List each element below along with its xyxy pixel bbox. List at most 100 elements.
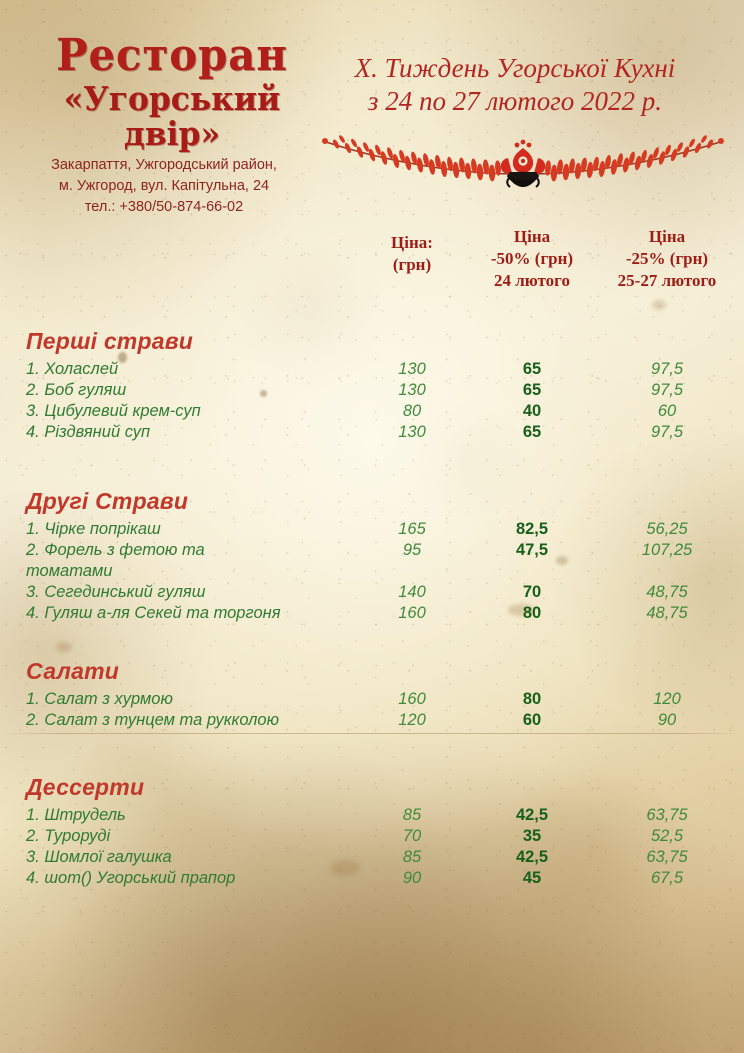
section-divider — [0, 733, 744, 734]
section-title: Салати — [26, 658, 120, 684]
event-title: X. Тиждень Угорської Кухні з 24 по 27 лю… — [300, 52, 730, 118]
price-base: 140 — [398, 583, 426, 601]
event-title-line2: з 24 по 27 лютого 2022 р. — [367, 85, 663, 116]
column-header-quarter-line1: Ціна — [648, 227, 686, 246]
column-header-base-line2: (грн) — [392, 254, 432, 274]
price-quarter: 63,75 — [646, 848, 688, 866]
menu-item-name: 1. Холаслей — [26, 360, 119, 378]
menu-item-name: 1. Штрудель — [26, 806, 126, 824]
menu-row: 4. Різдвяний суп 130 65 97,5 — [0, 423, 744, 444]
restaurant-logo: Ресторан «Угорський двір» — [22, 34, 322, 151]
address-line1: Закарпаття, Ужгородський район, — [51, 157, 277, 173]
price-fifty: 65 — [522, 360, 542, 378]
menu-section-first-courses: Перші страви 1. Холаслей 130 65 97,5 2. … — [0, 328, 744, 444]
section-title: Дессерти — [26, 774, 145, 800]
menu-row: 2. Салат з тунцем та рукколою 120 60 90 — [0, 711, 744, 732]
price-base: 70 — [402, 827, 422, 845]
price-fifty: 60 — [522, 711, 542, 729]
price-base: 90 — [402, 869, 422, 887]
menu-row: 1. Холаслей 130 65 97,5 — [0, 360, 744, 381]
price-base: 160 — [398, 604, 426, 622]
price-fifty: 82,5 — [515, 520, 549, 538]
menu-item-name: 4. шот() Угорський прапор — [26, 869, 236, 887]
menu-row: 4. шот() Угорський прапор 90 45 67,5 — [0, 869, 744, 890]
column-header-base-price: Ціна: (грн) — [366, 232, 458, 276]
price-quarter: 90 — [657, 711, 677, 729]
price-quarter: 97,5 — [650, 381, 684, 399]
section-title: Другі Страви — [26, 488, 189, 514]
menu-row: 1. Чірке попрікаш 165 82,5 56,25 — [0, 520, 744, 541]
menu-section-main-courses: Другі Страви 1. Чірке попрікаш 165 82,5 … — [0, 488, 744, 625]
price-quarter: 60 — [657, 402, 677, 420]
event-title-line1: X. Тиждень Угорської Кухні — [354, 53, 676, 83]
column-header-fifty-line3: 24 лютого — [494, 270, 570, 290]
price-quarter: 63,75 — [646, 806, 688, 824]
price-base: 120 — [398, 711, 426, 729]
column-header-fifty-line1: Ціна — [513, 227, 551, 246]
column-header-fifty-line2: -50% (грн) — [490, 248, 574, 268]
menu-row: 2. Боб гуляш 130 65 97,5 — [0, 381, 744, 402]
menu-row: 2. Форель з фетою та 95 47,5 107,25 — [0, 541, 744, 562]
phone-line: тел.: +380/50-874-66-02 — [84, 199, 244, 216]
restaurant-name-line2: «Угорський двір» — [63, 79, 281, 153]
menu-item-name: 2. Салат з тунцем та рукколою — [26, 711, 280, 729]
price-quarter: 107,25 — [641, 541, 693, 559]
price-fifty: 65 — [522, 381, 542, 399]
price-quarter: 48,75 — [646, 604, 688, 622]
price-base: 95 — [402, 541, 422, 559]
price-quarter: 56,25 — [646, 520, 688, 538]
menu-item-name: 4. Гуляш а-ля Секей та торгоня — [26, 604, 281, 622]
menu-row: 4. Гуляш а-ля Секей та торгоня 160 80 48… — [0, 604, 744, 625]
price-fifty: 65 — [522, 423, 542, 441]
price-fifty: 40 — [522, 402, 542, 420]
price-base: 80 — [402, 402, 422, 420]
price-fifty: 45 — [522, 869, 542, 887]
price-quarter: 120 — [653, 690, 681, 708]
price-fifty: 70 — [522, 583, 542, 601]
menu-row: 2. Туроруді 70 35 52,5 — [0, 827, 744, 848]
address-line2: м. Ужгород, вул. Капітульна, 24 — [58, 178, 270, 195]
price-fifty: 80 — [522, 690, 542, 708]
menu-item-name: 2. Форель з фетою та — [26, 541, 205, 559]
menu-item-name: 2. Боб гуляш — [26, 381, 127, 399]
menu-row-continuation: томатами — [0, 562, 744, 583]
price-quarter: 97,5 — [650, 360, 684, 378]
restaurant-name-line1: Ресторан — [56, 30, 288, 81]
section-title: Перші страви — [26, 328, 194, 354]
menu-item-name-continuation: томатами — [26, 562, 113, 580]
price-fifty: 35 — [522, 827, 542, 845]
price-quarter: 97,5 — [650, 423, 684, 441]
price-quarter: 52,5 — [650, 827, 684, 845]
price-base: 85 — [402, 806, 422, 824]
price-base: 85 — [402, 848, 422, 866]
price-base: 165 — [398, 520, 426, 538]
menu-row: 3. Шомлої галушка 85 42,5 63,75 — [0, 848, 744, 869]
column-header-quarter-percent: Ціна -25% (грн) 25-27 лютого — [596, 226, 738, 291]
menu-item-name: 1. Чірке попрікаш — [26, 520, 161, 538]
column-header-fifty-percent: Ціна -50% (грн) 24 лютого — [464, 226, 600, 291]
menu-item-name: 2. Туроруді — [26, 827, 111, 845]
price-fifty: 47,5 — [515, 541, 549, 559]
price-base: 160 — [398, 690, 426, 708]
column-header-quarter-line3: 25-27 лютого — [617, 270, 717, 290]
menu-row: 3. Цибулевий крем-суп 80 40 60 — [0, 402, 744, 423]
menu-item-name: 4. Різдвяний суп — [26, 423, 151, 441]
menu-item-name: 3. Сегединський гуляш — [26, 583, 206, 601]
price-fifty: 42,5 — [515, 806, 549, 824]
menu-row: 3. Сегединський гуляш 140 70 48,75 — [0, 583, 744, 604]
column-header-quarter-line2: -25% (грн) — [625, 248, 709, 268]
price-fifty: 42,5 — [515, 848, 549, 866]
paprika-cauldron-ornament — [322, 135, 724, 188]
price-base: 130 — [398, 360, 426, 378]
price-quarter: 67,5 — [650, 869, 684, 887]
cauldron-icon — [506, 171, 540, 188]
column-header-base-line1: Ціна: — [391, 233, 433, 252]
menu-item-name: 3. Цибулевий крем-суп — [26, 402, 201, 420]
menu-row: 1. Салат з хурмою 160 80 120 — [0, 690, 744, 711]
menu-item-name: 1. Салат з хурмою — [26, 690, 173, 708]
price-base: 130 — [398, 381, 426, 399]
price-quarter: 48,75 — [646, 583, 688, 601]
menu-item-name: 3. Шомлої галушка — [26, 848, 172, 866]
price-base: 130 — [398, 423, 426, 441]
